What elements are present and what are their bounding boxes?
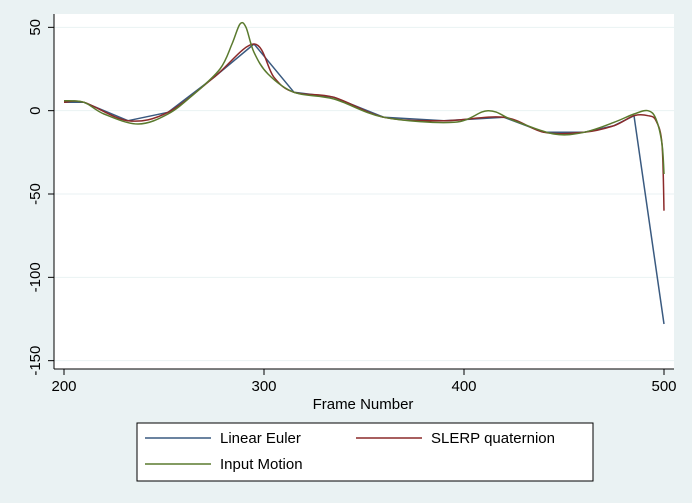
y-tick-label: 50 (27, 19, 44, 36)
legend-label: Linear Euler (220, 430, 301, 447)
x-tick-label: 200 (51, 378, 76, 395)
grid-lines (54, 26, 674, 362)
series-lines (63, 21, 665, 325)
axis-ticks: -150 -100 -50 0 50 200 300 400 500 (27, 19, 677, 395)
y-tick-label: 0 (27, 106, 44, 114)
plot-area (54, 14, 674, 369)
x-tick-label: 400 (451, 378, 476, 395)
legend: Linear Euler SLERP quaternion Input Motion (145, 430, 555, 473)
legend-label: SLERP quaternion (431, 430, 555, 447)
y-tick-label: -100 (27, 262, 44, 292)
x-tick-label: 300 (251, 378, 276, 395)
x-axis-title: Frame Number (313, 396, 414, 413)
legend-label: Input Motion (220, 456, 303, 473)
x-tick-label: 500 (651, 378, 676, 395)
legend-box (136, 422, 594, 482)
series-slerp-quaternion-line (63, 43, 665, 211)
series-input-motion-line (63, 21, 665, 175)
y-tick-label: -50 (27, 183, 44, 205)
y-tick-label: -150 (27, 346, 44, 376)
